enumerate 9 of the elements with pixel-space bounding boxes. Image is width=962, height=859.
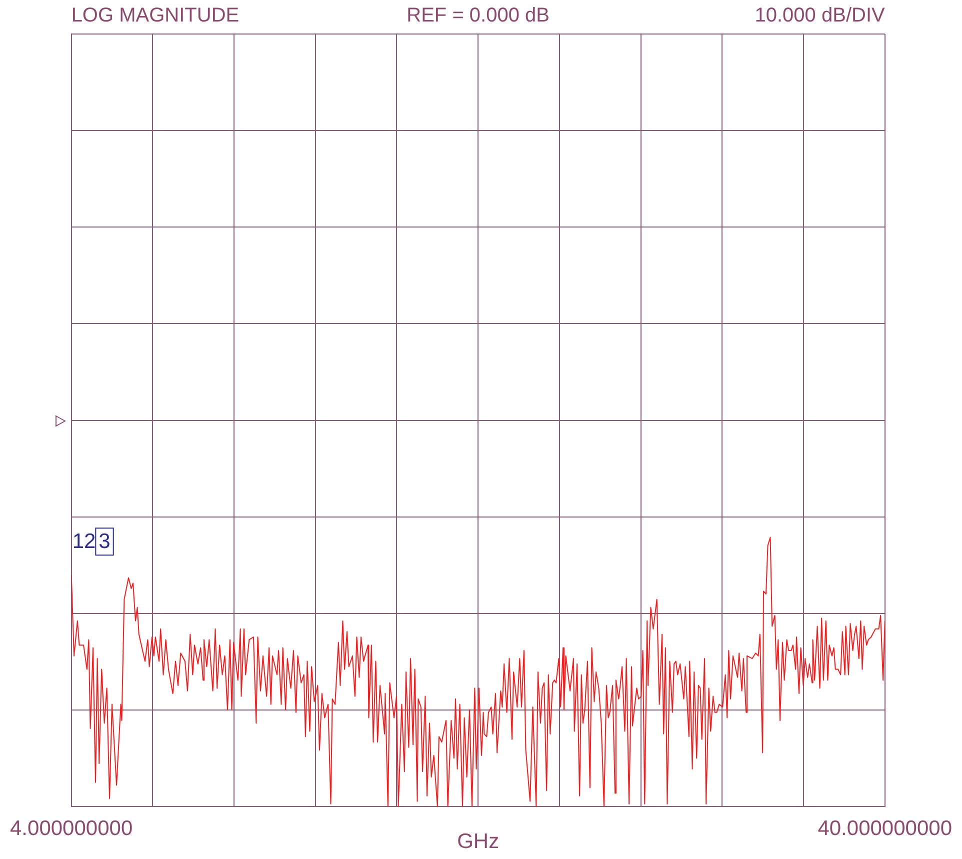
text: LOG MAGNITUDE bbox=[71, 4, 240, 27]
x-axis-title: GHz bbox=[457, 830, 500, 854]
x-tick-label: 4.000000000 bbox=[10, 816, 133, 840]
annotation: 1 bbox=[72, 530, 84, 553]
annotation: 3 bbox=[98, 530, 110, 553]
text: 10.000 dB/DIV bbox=[754, 4, 886, 27]
annotation: 2 bbox=[84, 530, 96, 553]
x-tick-label: 40.000000000 bbox=[818, 816, 952, 840]
text: REF = 0.000 dB bbox=[406, 4, 550, 27]
